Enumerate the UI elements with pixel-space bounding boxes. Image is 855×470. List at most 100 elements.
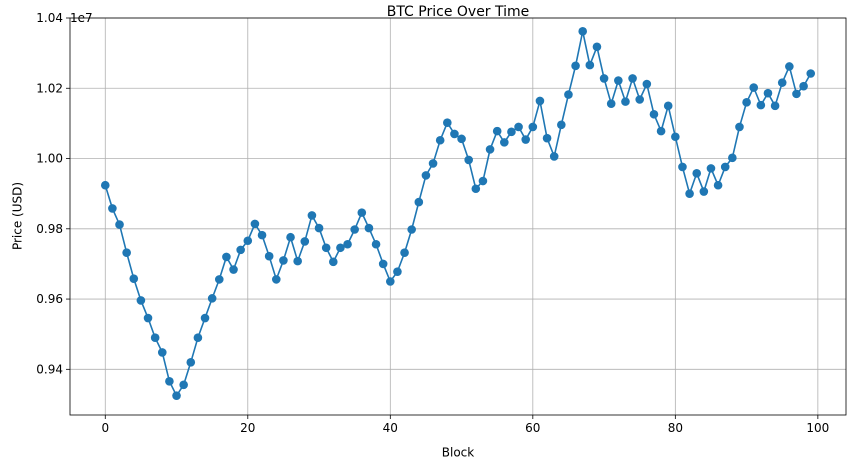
data-point	[264, 251, 274, 261]
data-point	[450, 129, 459, 139]
data-point	[243, 236, 253, 246]
data-point	[492, 126, 502, 136]
data-point	[500, 138, 509, 147]
data-point	[606, 99, 616, 109]
data-point	[585, 60, 595, 70]
data-point	[207, 294, 217, 303]
data-point	[649, 109, 659, 119]
data-point	[414, 197, 424, 207]
data-point	[122, 248, 131, 257]
data-point	[713, 180, 723, 190]
data-point	[521, 135, 530, 144]
data-point	[236, 245, 245, 255]
data-point	[435, 135, 445, 145]
data-point	[115, 220, 124, 229]
data-point	[799, 81, 808, 91]
data-point	[321, 243, 331, 253]
grid-lines	[70, 17, 846, 415]
series-line	[104, 31, 812, 398]
x-axis-label: Block	[442, 446, 475, 460]
data-point	[286, 232, 295, 242]
data-point	[464, 155, 473, 165]
y-tick-label: 1.00	[36, 152, 63, 166]
data-point	[507, 127, 516, 137]
data-point	[642, 79, 652, 89]
x-tick-label: 20	[240, 421, 255, 435]
data-point	[806, 69, 816, 78]
data-point	[193, 333, 203, 343]
data-point	[300, 237, 310, 246]
x-axis-ticks: 0 20 40 60 80 100	[101, 415, 829, 435]
y-offset-label: 1e7	[70, 11, 93, 25]
data-point	[578, 27, 588, 36]
data-point	[143, 313, 153, 323]
x-tick-label: 0	[101, 421, 109, 435]
x-tick-label: 80	[668, 421, 683, 435]
data-point	[699, 187, 709, 196]
data-point	[172, 391, 181, 400]
data-point	[756, 100, 766, 110]
data-point	[671, 132, 680, 142]
data-point	[364, 223, 374, 233]
y-tick-label: 0.94	[36, 362, 63, 376]
data-point	[443, 118, 452, 127]
data-point	[428, 159, 438, 168]
data-point	[485, 145, 495, 154]
data-point	[678, 162, 687, 172]
data-point	[763, 88, 773, 98]
series-layer	[100, 27, 816, 400]
data-point	[328, 257, 338, 267]
data-point	[728, 153, 737, 163]
x-tick-label: 60	[525, 421, 540, 435]
data-point	[564, 90, 573, 99]
y-tick-label: 1.02	[36, 81, 63, 95]
data-point	[542, 133, 552, 143]
data-point	[656, 126, 666, 136]
y-axis-ticks: 0.94 0.96 0.98 1.00 1.02 1.04	[36, 11, 70, 376]
data-point	[599, 74, 609, 83]
data-point	[770, 101, 780, 111]
data-point	[621, 97, 630, 106]
data-point	[614, 76, 623, 85]
data-point	[279, 256, 288, 265]
data-point	[165, 376, 174, 386]
data-point	[378, 259, 388, 269]
x-tick-label: 100	[806, 421, 829, 435]
data-point	[628, 74, 637, 83]
data-point	[100, 180, 110, 190]
data-point	[271, 275, 281, 284]
data-point	[400, 248, 409, 257]
x-tick-label: 40	[383, 421, 398, 435]
data-point	[150, 333, 160, 343]
plot-frame	[69, 17, 847, 416]
data-point	[343, 239, 352, 249]
data-point	[571, 61, 580, 71]
y-tick-label: 0.98	[36, 222, 63, 236]
data-point	[421, 171, 431, 180]
data-point	[457, 134, 466, 144]
data-point	[535, 96, 545, 106]
data-point	[777, 78, 787, 87]
data-point	[478, 176, 488, 186]
data-point	[229, 265, 238, 274]
data-point	[336, 243, 345, 253]
data-point	[186, 358, 196, 367]
data-point	[136, 296, 146, 305]
data-point	[393, 267, 402, 276]
data-point	[350, 225, 359, 234]
data-point	[386, 277, 395, 286]
data-point	[749, 83, 759, 92]
data-point	[357, 208, 367, 217]
y-tick-label: 1.04	[36, 11, 63, 25]
data-point	[314, 223, 324, 233]
data-point	[293, 256, 302, 266]
data-point	[214, 275, 224, 284]
data-point	[720, 162, 730, 172]
data-point	[129, 274, 139, 283]
chart-title: BTC Price Over Time	[387, 4, 530, 20]
data-point	[735, 122, 744, 132]
data-point	[785, 62, 794, 71]
data-point	[557, 120, 566, 130]
data-point	[663, 101, 673, 111]
